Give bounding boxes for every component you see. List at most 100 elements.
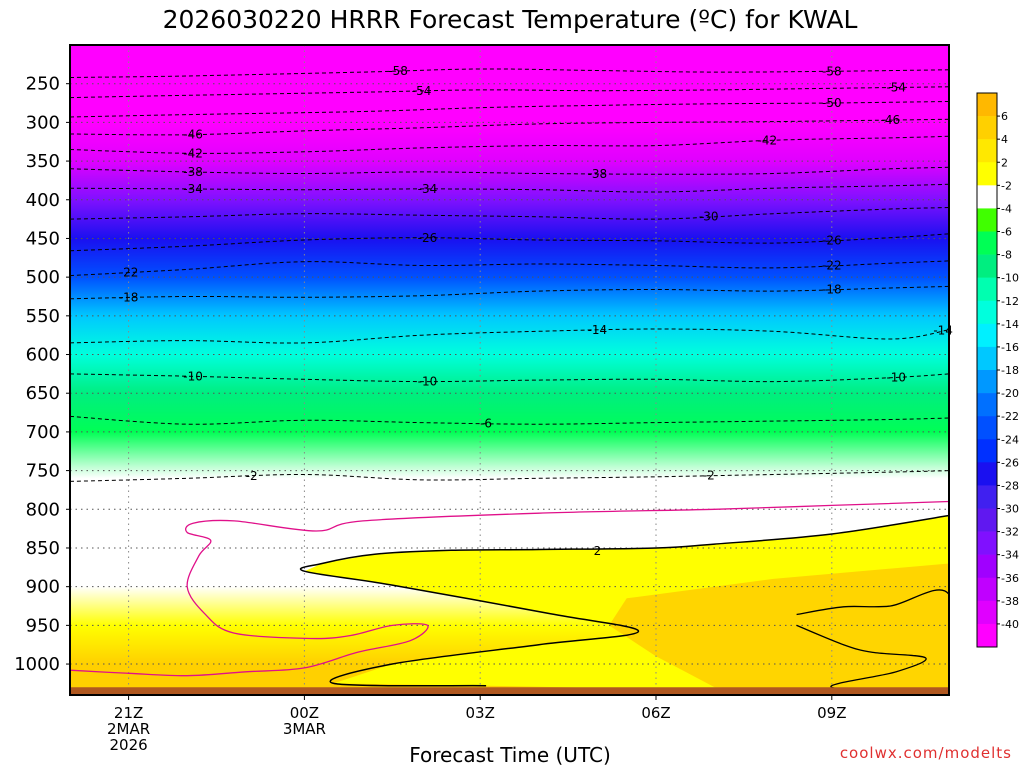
isotherm-label-5-0: -38 xyxy=(183,165,203,179)
colorbar-swatch-17 xyxy=(977,485,997,509)
isotherm-label-11-0: -14 xyxy=(588,323,608,337)
isotherm-label-14-1: -2 xyxy=(703,469,715,483)
isotherm-label-0-0: -58 xyxy=(388,64,408,78)
colorbar-label-19: -34 xyxy=(1001,549,1019,562)
colorbar-swatch-3 xyxy=(977,162,997,186)
x-tick-label-3-1: 3MAR xyxy=(283,720,326,738)
y-tick-label-500: 500 xyxy=(26,267,60,288)
y-tick-label-1000: 1000 xyxy=(14,654,60,675)
colorbar-label-12: -20 xyxy=(1001,387,1019,400)
x-tick-label-0-2: 2026 xyxy=(110,736,148,754)
x-tick-label-6-0: 03Z xyxy=(466,704,495,722)
y-tick-label-750: 750 xyxy=(26,461,60,482)
colorbar-swatch-5 xyxy=(977,208,997,232)
ground-layer xyxy=(70,687,949,695)
colorbar-swatch-10 xyxy=(977,323,997,348)
isotherm-label-1-0: -54 xyxy=(412,84,432,98)
isotherm-label-3-1: -46 xyxy=(881,113,901,127)
colorbar-label-1: 4 xyxy=(1001,133,1008,146)
colorbar-label-17: -30 xyxy=(1001,503,1019,516)
isotherm-label-13-0: -6 xyxy=(480,416,492,430)
colorbar-swatch-23 xyxy=(977,623,997,648)
x-tick-label-9-0: 06Z xyxy=(641,704,670,722)
y-tick-label-400: 400 xyxy=(26,190,60,211)
x-axis-label: Forecast Time (UTC) xyxy=(409,743,611,767)
isotherm-label-8-0: -26 xyxy=(418,231,438,245)
colorbar-swatch-9 xyxy=(977,300,997,325)
isotherm-minus30 xyxy=(70,207,949,220)
zero-line-label-0: 2 xyxy=(594,544,602,558)
colorbar-swatch-22 xyxy=(977,600,997,625)
isotherm-label-1-1: -54 xyxy=(886,80,906,94)
credit-text[interactable]: coolwx.com/modelts xyxy=(840,744,1012,762)
isotherm-label-14-0: -2 xyxy=(246,469,258,483)
x-tick-label-3-0: 00Z xyxy=(290,704,319,722)
y-tick-label-900: 900 xyxy=(26,577,60,598)
isotherm-label-4-1: -42 xyxy=(758,133,778,147)
colorbar-label-2: 2 xyxy=(1001,156,1008,169)
isotherm-label-7-0: -30 xyxy=(699,210,719,224)
colorbar-swatch-7 xyxy=(977,254,997,278)
colorbar-label-6: -8 xyxy=(1001,249,1012,262)
colorbar-label-10: -16 xyxy=(1001,341,1019,354)
colorbar-swatch-16 xyxy=(977,462,997,486)
plot-frame xyxy=(69,44,950,696)
y-tick-label-350: 350 xyxy=(26,151,60,172)
freezing-level-line xyxy=(70,500,949,677)
colorbar-label-8: -12 xyxy=(1001,295,1019,308)
y-tick-label-450: 450 xyxy=(26,228,60,249)
x-tick-label-12-0: 09Z xyxy=(817,704,846,722)
colorbar-swatch-12 xyxy=(977,370,997,394)
colorbar-swatch-0 xyxy=(977,93,997,117)
isotherm-minus18 xyxy=(70,285,949,300)
grid-lines xyxy=(70,45,949,695)
colorbar-swatch-13 xyxy=(977,393,997,417)
isotherm-label-10-1: -18 xyxy=(822,283,842,297)
colorbar-label-16: -28 xyxy=(1001,479,1019,492)
isotherm-minus54 xyxy=(70,86,949,99)
colorbar-label-14: -24 xyxy=(1001,433,1019,446)
y-tick-label-550: 550 xyxy=(26,306,60,327)
isotherm-label-12-0: -10 xyxy=(183,369,203,383)
colorbar-label-22: -40 xyxy=(1001,618,1019,631)
colorbar-label-9: -14 xyxy=(1001,318,1019,331)
isotherm-minus50 xyxy=(70,101,949,118)
colorbar-label-13: -22 xyxy=(1001,410,1019,423)
colorbar-label-4: -4 xyxy=(1001,202,1012,215)
colorbar-swatch-18 xyxy=(977,508,997,532)
chart-title: 2026030220 HRRR Forecast Temperature (ºC… xyxy=(163,5,858,34)
colorbar-swatch-6 xyxy=(977,231,997,255)
colorbar-label-0: 6 xyxy=(1001,110,1008,123)
y-tick-label-600: 600 xyxy=(26,345,60,366)
isotherm-label-6-0: -34 xyxy=(183,182,203,196)
isotherm-minus34 xyxy=(70,183,949,193)
isotherm-label-4-0: -42 xyxy=(183,146,203,160)
y-tick-label-850: 850 xyxy=(26,538,60,559)
isotherm-label-8-1: -26 xyxy=(822,233,842,247)
colorbar: 6 4 2 -2 -4 -6 -8 -10 -12 -14 -16 -18 -20 -22 -24 -26 -2… xyxy=(976,92,1019,648)
isotherm-label-9-0: -22 xyxy=(119,266,139,280)
colorbar-label-21: -38 xyxy=(1001,595,1019,608)
isotherm-label-12-2: -10 xyxy=(886,370,906,384)
y-tick-label-300: 300 xyxy=(26,112,60,133)
isotherm-label-9-1: -22 xyxy=(822,259,842,273)
colorbar-label-5: -6 xyxy=(1001,226,1012,239)
isotherm-minus10 xyxy=(70,373,949,383)
zero-isotherm-line xyxy=(299,514,949,687)
isotherm-label-11-1: -14 xyxy=(933,324,953,338)
isotherm-label-6-1: -34 xyxy=(418,182,438,196)
isotherm-minus42 xyxy=(70,135,949,154)
isotherm-minus38 xyxy=(70,166,949,175)
contour-labels: -58 -58 -54 -54 -50 -46 -46 -42 -42 -38 -38 -34 -34 -… xyxy=(119,64,953,558)
isotherm-label-12-1: -10 xyxy=(418,375,438,389)
y-tick-label-650: 650 xyxy=(26,383,60,404)
isotherm-label-2-0: -50 xyxy=(822,96,842,110)
colorbar-label-20: -36 xyxy=(1001,572,1019,585)
colorbar-swatch-21 xyxy=(977,577,997,602)
isotherm-label-5-1: -38 xyxy=(588,167,608,181)
colorbar-swatch-8 xyxy=(977,277,997,302)
isotherm-minus46 xyxy=(70,118,949,136)
colorbar-label-7: -10 xyxy=(1001,272,1019,285)
